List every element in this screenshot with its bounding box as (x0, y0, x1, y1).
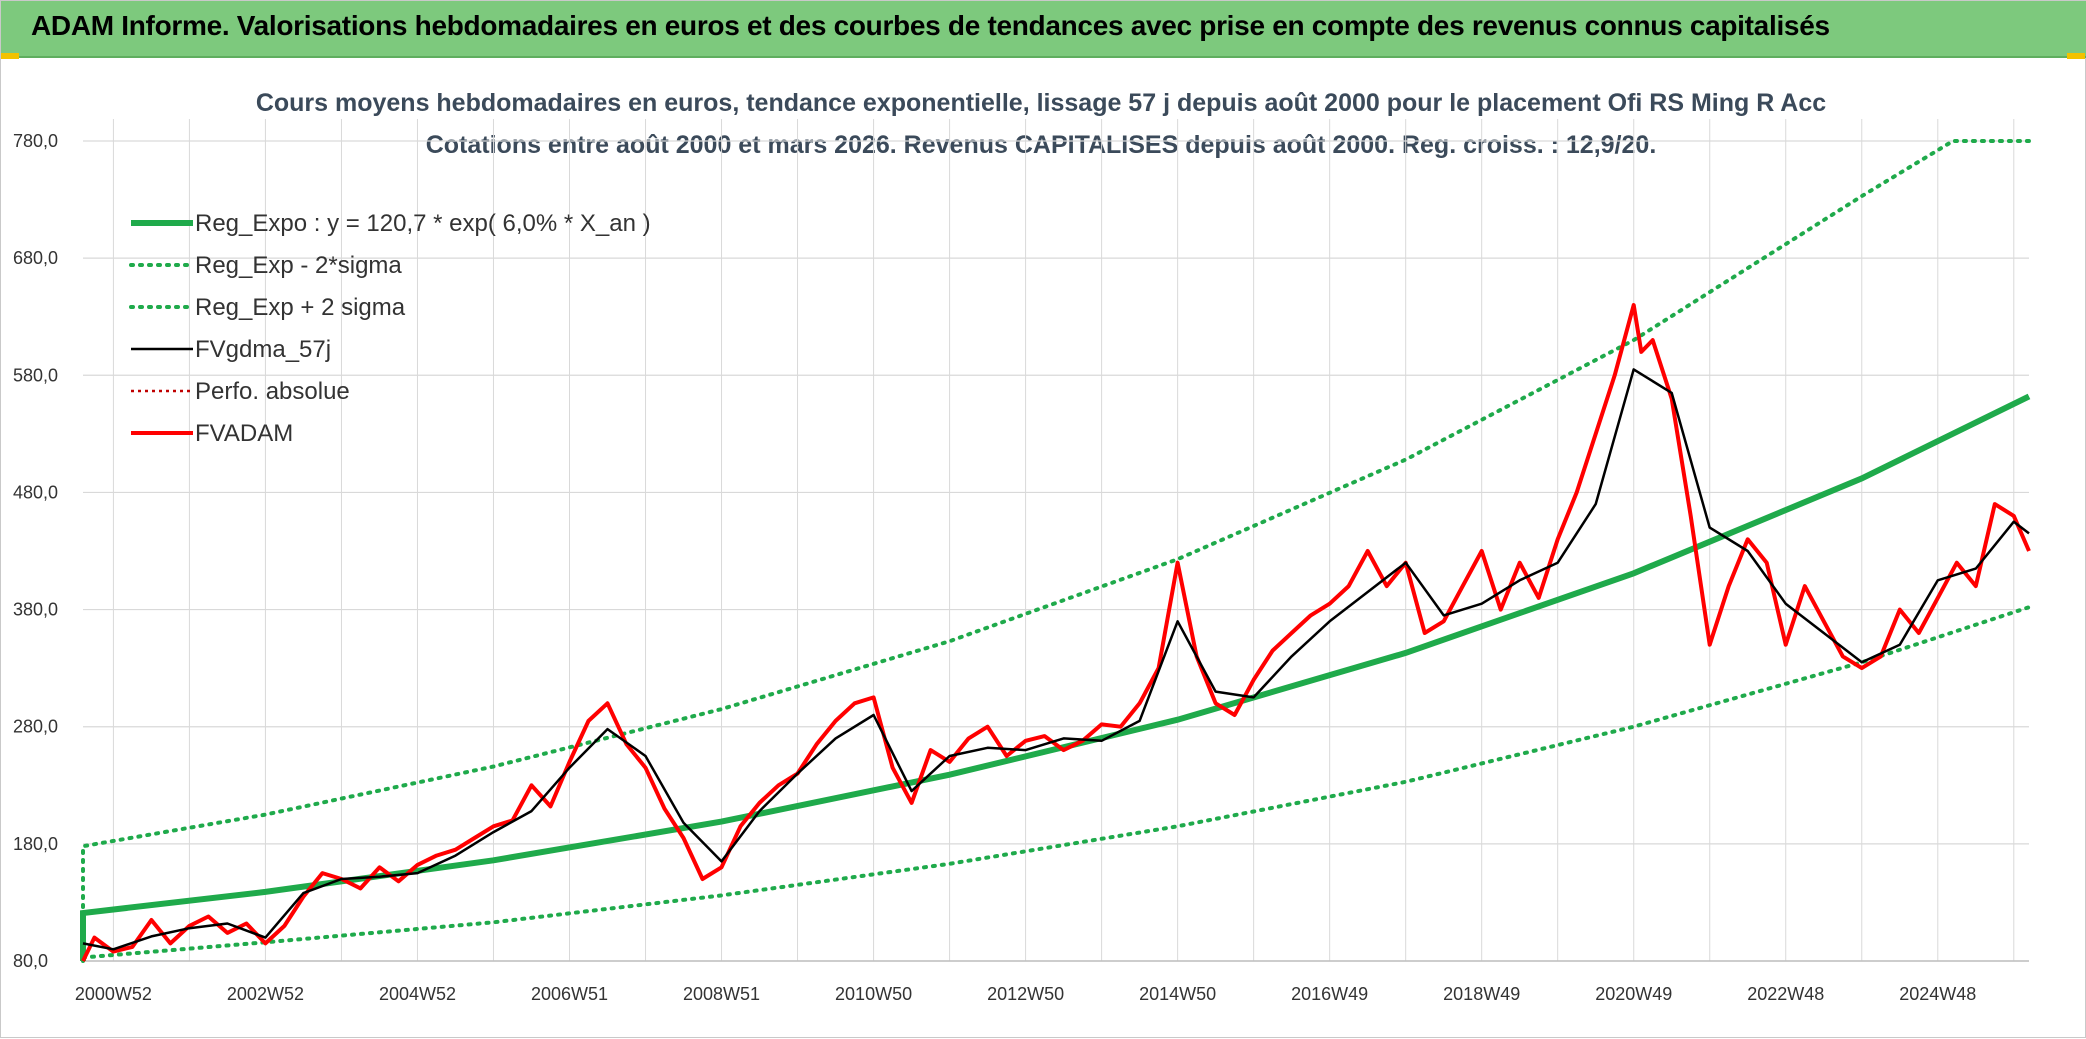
header-banner: ADAM Informe. Valorisations hebdomadaire… (1, 1, 2086, 58)
y-tick-label: 80,0 (13, 951, 48, 971)
x-tick-label: 2024W48 (1899, 984, 1976, 1004)
y-tick-label: 680,0 (13, 248, 58, 268)
chart-subtitle: Cotations entre août 2000 et mars 2026. … (426, 131, 1657, 159)
axis-layer: 80,0 180,0 280,0 380,0 480,0 580,0 680,0 780,0 2… (13, 131, 2029, 1004)
legend: Reg_Expo : y = 120,7 * exp( 6,0% * X_an … (129, 210, 651, 447)
series-line-fvadam (81, 303, 2031, 962)
x-tick-label: 2022W48 (1747, 984, 1824, 1004)
legend-label-reg-expo-y-120-7-exp-6-0: Reg_Expo : y = 120,7 * exp( 6,0% * X_an … (195, 210, 651, 237)
series-line-reg-exp-2-sigma (81, 605, 2031, 960)
header-title: ADAM Informe. Valorisations hebdomadaire… (31, 10, 1830, 41)
x-tick-label: 2000W52 (75, 984, 152, 1004)
x-tick-label: 2020W49 (1595, 984, 1672, 1004)
y-tick-label: 780,0 (13, 131, 58, 151)
x-tick-label: 2014W50 (1139, 984, 1216, 1004)
x-tick-label: 2018W49 (1443, 984, 1520, 1004)
legend-label-reg-exp-2-sigma: Reg_Exp - 2*sigma (195, 252, 402, 279)
y-tick-label: 580,0 (13, 365, 58, 385)
legend-label-reg-exp-2-sigma: Reg_Exp + 2 sigma (195, 294, 406, 321)
x-tick-label: 2016W49 (1291, 984, 1368, 1004)
series-line-reg-exp-2-sigma (81, 139, 2031, 963)
x-tick-label: 2010W50 (835, 984, 912, 1004)
legend-label-fvgdma-57j: FVgdma_57j (195, 336, 331, 363)
legend-label-fvadam: FVADAM (195, 420, 293, 447)
series-layer (80, 139, 2031, 963)
y-tick-label: 480,0 (13, 482, 58, 502)
y-tick-label: 180,0 (13, 834, 58, 854)
x-tick-label: 2012W50 (987, 984, 1064, 1004)
series-line-fvgdma-57j (82, 368, 2030, 951)
grid-layer (83, 119, 2029, 962)
chart-title: Cours moyens hebdomadaires en euros, ten… (256, 89, 1826, 117)
corner-mark-left (1, 53, 19, 59)
series-line-reg-expo-y-120-7-exp-6-0 (80, 393, 2031, 961)
legend-label-perfo-absolue: Perfo. absolue (195, 378, 350, 405)
corner-mark-right (2067, 53, 2085, 59)
x-tick-label: 2002W52 (227, 984, 304, 1004)
x-tick-label: 2004W52 (379, 984, 456, 1004)
x-tick-label: 2006W51 (531, 984, 608, 1004)
x-tick-label: 2008W51 (683, 984, 760, 1004)
y-tick-label: 380,0 (13, 600, 58, 620)
y-tick-label: 280,0 (13, 717, 58, 737)
